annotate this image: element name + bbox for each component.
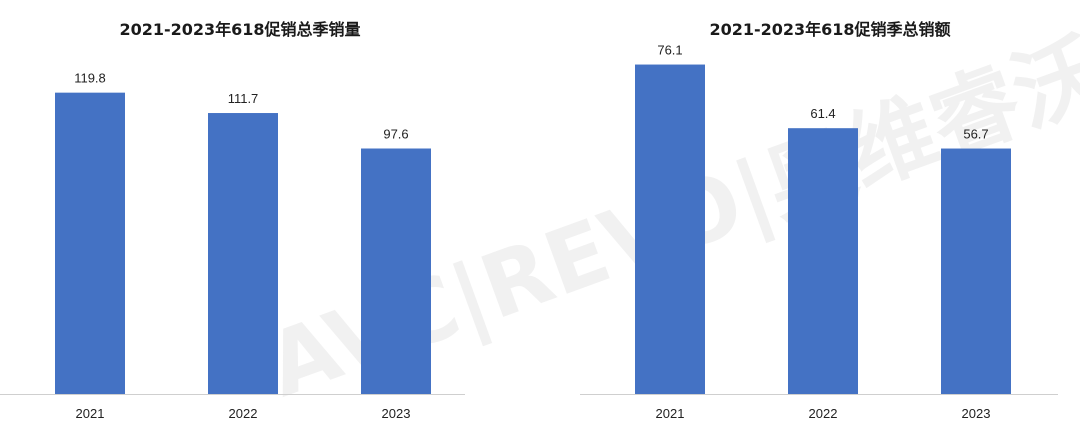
data-label: 97.6 bbox=[383, 126, 408, 141]
x-tick-label: 2021 bbox=[76, 406, 105, 421]
chart-title: 2021-2023年618促销总季销量 bbox=[119, 20, 361, 39]
x-tick-label: 2023 bbox=[382, 406, 411, 421]
chart-title: 2021-2023年618促销季总销额 bbox=[709, 20, 951, 39]
data-label: 111.7 bbox=[228, 91, 259, 106]
bar bbox=[941, 148, 1011, 394]
x-tick-label: 2022 bbox=[809, 406, 838, 421]
x-tick-label: 2021 bbox=[656, 406, 685, 421]
bar bbox=[788, 128, 858, 394]
data-label: 61.4 bbox=[810, 106, 835, 121]
bar bbox=[55, 92, 125, 394]
bar bbox=[635, 64, 705, 394]
x-tick-label: 2022 bbox=[229, 406, 258, 421]
x-tick-label: 2023 bbox=[962, 406, 991, 421]
bar-chart-sales-volume: 119.8 2021 111.7 2022 97.6 2023 bbox=[0, 71, 465, 421]
bar-chart-sales-amount: 76.1 2021 61.4 2022 56.7 2023 bbox=[580, 43, 1058, 421]
chart-left: 2021-2023年618促销总季销量 119.8 2021 111.7 2022 97… bbox=[0, 0, 480, 447]
data-label: 76.1 bbox=[657, 43, 682, 58]
data-label: 56.7 bbox=[963, 127, 988, 142]
chart-right: 2021-2023年618促销季总销额 76.1 2021 61.4 2022 56.7… bbox=[580, 0, 1080, 447]
bar bbox=[208, 113, 278, 394]
data-label: 119.8 bbox=[74, 71, 106, 86]
bar bbox=[361, 148, 431, 394]
